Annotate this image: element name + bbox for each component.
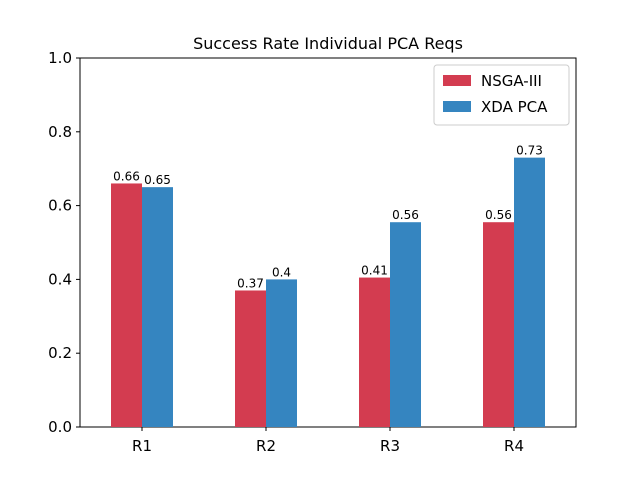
bar-xda-pca-r1 (142, 187, 173, 427)
data-label-xda-pca-r4: 0.73 (516, 144, 543, 158)
x-tick-label-r3: R3 (380, 437, 400, 455)
legend-label-xda-pca: XDA PCA (481, 98, 548, 116)
legend-swatch-xda-pca (443, 101, 471, 112)
data-label-xda-pca-r3: 0.56 (392, 208, 419, 222)
y-tick-label: 0.6 (48, 197, 72, 215)
y-tick-label: 1.0 (48, 49, 72, 67)
data-label-xda-pca-r2: 0.4 (272, 265, 291, 279)
x-tick-label-r2: R2 (256, 437, 276, 455)
bar-nsga-iii-r1 (111, 183, 142, 427)
data-label-nsga-iii-r2: 0.37 (237, 276, 264, 290)
bar-xda-pca-r3 (390, 222, 421, 427)
bar-nsga-iii-r4 (483, 222, 514, 427)
x-tick-label-r1: R1 (132, 437, 152, 455)
legend-label-nsga-iii: NSGA-III (481, 72, 542, 90)
legend: NSGA-III XDA PCA (433, 64, 570, 126)
legend-swatch-nsga-iii (443, 75, 471, 86)
bar-nsga-iii-r3 (359, 277, 390, 427)
axes: R1 R2 R3 R4 0.0 0.2 0.4 0.6 0.8 1.0 (48, 49, 577, 455)
chart-title: Success Rate Individual PCA Reqs (193, 34, 463, 53)
bar-nsga-iii-r2 (235, 290, 266, 427)
data-label-nsga-iii-r4: 0.56 (485, 208, 512, 222)
bar-xda-pca-r2 (266, 279, 297, 427)
x-tick-label-r4: R4 (504, 437, 524, 455)
data-label-nsga-iii-r3: 0.41 (361, 264, 388, 278)
data-label-nsga-iii-r1: 0.66 (113, 169, 140, 183)
y-tick-label: 0.4 (48, 270, 72, 288)
y-tick-label: 0.8 (48, 123, 72, 141)
y-tick-label: 0.0 (48, 418, 72, 436)
plot-frame (79, 57, 577, 428)
bar-xda-pca-r4 (514, 157, 545, 427)
data-label-xda-pca-r1: 0.65 (144, 173, 171, 187)
data-labels: 0.66 0.65 0.37 0.4 0.41 0.56 0.56 0.73 (113, 144, 543, 291)
bars (111, 157, 545, 427)
y-tick-label: 0.2 (48, 344, 72, 362)
